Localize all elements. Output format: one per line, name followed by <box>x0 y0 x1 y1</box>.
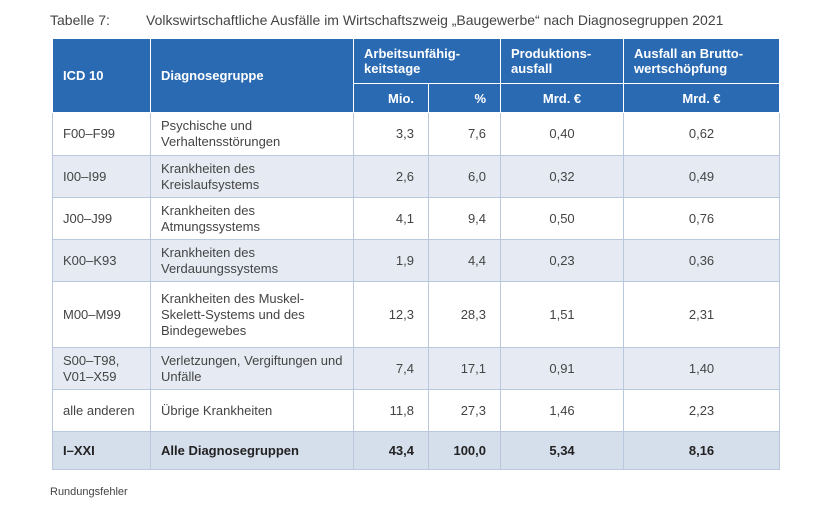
cell-group: Krankheiten des Atmungssystems <box>150 197 354 240</box>
cell-pct: 27,3 <box>427 389 502 432</box>
cell-group: Krankheiten des Muskel-Skelett-Systems u… <box>150 281 354 348</box>
cell-icd: M00–M99 <box>52 281 151 348</box>
cell-pct: 17,1 <box>427 347 502 390</box>
cell-brutto: 8,16 <box>623 431 781 470</box>
cell-icd: K00–K93 <box>52 239 151 282</box>
cell-group: Krankheiten des Verdauungssystems <box>150 239 354 282</box>
cell-prod: 5,34 <box>500 431 625 470</box>
table-row: I00–I99 Krankheiten des Kreislaufsystems… <box>52 155 781 198</box>
cell-group: Psychische und Verhaltensstörungen <box>150 112 354 156</box>
cell-pct: 7,6 <box>427 112 502 156</box>
cell-mio: 2,6 <box>353 155 429 198</box>
cell-mio: 12,3 <box>353 281 429 348</box>
total-row: I–XXI Alle Diagnosegruppen 43,4 100,0 5,… <box>52 431 781 470</box>
cell-pct: 100,0 <box>427 431 502 470</box>
header-diagnosegruppe: Diagnosegruppe <box>150 38 354 113</box>
cell-prod: 0,23 <box>500 239 625 282</box>
cell-prod: 1,51 <box>500 281 625 348</box>
table-title: Volkswirtschaftliche Ausfälle im Wirtsch… <box>146 12 724 28</box>
cell-mio: 4,1 <box>353 197 429 240</box>
cell-prod: 0,32 <box>500 155 625 198</box>
table-row: S00–T98, V01–X59 Verletzungen, Vergiftun… <box>52 347 781 390</box>
cell-brutto: 1,40 <box>623 347 781 390</box>
cell-group: Krankheiten des Kreislaufsystems <box>150 155 354 198</box>
cell-pct: 4,4 <box>427 239 502 282</box>
cell-mio: 11,8 <box>353 389 429 432</box>
cell-brutto: 0,36 <box>623 239 781 282</box>
header-produktionsausfall: Produktions-ausfall <box>500 38 625 84</box>
cell-mio: 43,4 <box>353 431 429 470</box>
cell-brutto: 2,31 <box>623 281 781 348</box>
table-row: K00–K93 Krankheiten des Verdauungssystem… <box>52 239 781 282</box>
header-mrd-prod: Mrd. € <box>500 83 625 113</box>
cell-group: Alle Diagnosegruppen <box>150 431 354 470</box>
cell-icd: J00–J99 <box>52 197 151 240</box>
table-number: Tabelle 7: <box>50 12 110 28</box>
cell-pct: 6,0 <box>427 155 502 198</box>
header-mrd-brutto: Mrd. € <box>623 83 781 113</box>
table-row: F00–F99 Psychische und Verhaltensstörung… <box>52 112 781 156</box>
cell-prod: 1,46 <box>500 389 625 432</box>
cell-brutto: 0,62 <box>623 112 781 156</box>
cell-mio: 7,4 <box>353 347 429 390</box>
table-caption: Tabelle 7: Volkswirtschaftliche Ausfälle … <box>50 12 723 28</box>
cell-brutto: 0,76 <box>623 197 781 240</box>
cell-icd: I–XXI <box>52 431 151 470</box>
header-au-tage: Arbeitsunfähig-keitstage <box>352 38 502 84</box>
table-row: M00–M99 Krankheiten des Muskel-Skelett-S… <box>52 281 781 348</box>
header-mio: Mio. <box>353 83 429 113</box>
header-pct: % <box>427 83 502 113</box>
table-row: J00–J99 Krankheiten des Atmungssystems 4… <box>52 197 781 240</box>
cell-mio: 1,9 <box>353 239 429 282</box>
cell-brutto: 0,49 <box>623 155 781 198</box>
cell-pct: 28,3 <box>427 281 502 348</box>
header-bruttowertschoepfung: Ausfall an Brutto-wertschöpfung <box>623 38 781 84</box>
cell-icd: F00–F99 <box>52 112 151 156</box>
data-table: ICD 10 Diagnosegruppe Arbeitsunfähig-kei… <box>52 38 781 470</box>
cell-icd: alle anderen <box>52 389 151 432</box>
table-row: alle anderen Übrige Krankheiten 11,8 27,… <box>52 389 781 432</box>
cell-group: Übrige Krankheiten <box>150 389 354 432</box>
cell-prod: 0,40 <box>500 112 625 156</box>
cell-mio: 3,3 <box>353 112 429 156</box>
cell-prod: 0,50 <box>500 197 625 240</box>
cell-icd: I00–I99 <box>52 155 151 198</box>
footnote: Rundungsfehler <box>50 486 128 498</box>
cell-pct: 9,4 <box>427 197 502 240</box>
header-icd: ICD 10 <box>52 38 151 113</box>
cell-prod: 0,91 <box>500 347 625 390</box>
cell-brutto: 2,23 <box>623 389 781 432</box>
cell-icd: S00–T98, V01–X59 <box>52 347 151 390</box>
cell-group: Verletzungen, Vergiftungen und Unfälle <box>150 347 354 390</box>
